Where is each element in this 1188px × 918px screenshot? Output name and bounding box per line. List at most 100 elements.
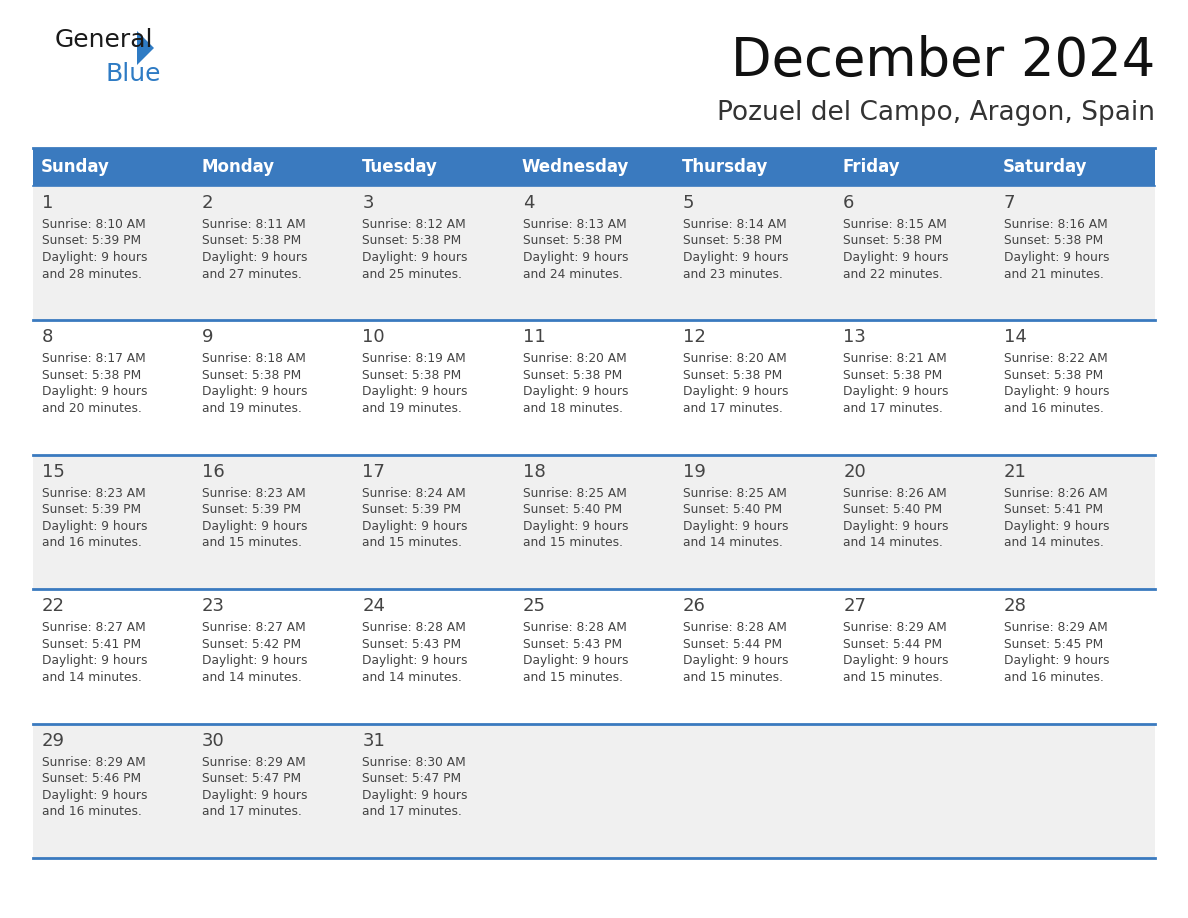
Text: and 28 minutes.: and 28 minutes. (42, 267, 141, 281)
Text: and 15 minutes.: and 15 minutes. (843, 671, 943, 684)
Bar (33, 186, 194, 320)
Text: and 27 minutes.: and 27 minutes. (202, 267, 302, 281)
Text: 15: 15 (42, 463, 64, 481)
Text: and 16 minutes.: and 16 minutes. (1004, 671, 1104, 684)
Text: Daylight: 9 hours: Daylight: 9 hours (42, 251, 147, 264)
Text: 12: 12 (683, 329, 706, 346)
Text: Monday: Monday (201, 158, 274, 176)
Text: and 20 minutes.: and 20 minutes. (42, 402, 141, 415)
Text: Sunset: 5:40 PM: Sunset: 5:40 PM (843, 503, 942, 516)
Text: Sunset: 5:38 PM: Sunset: 5:38 PM (202, 369, 302, 382)
Text: 6: 6 (843, 194, 854, 212)
Bar (194, 320, 354, 454)
Text: Sunset: 5:38 PM: Sunset: 5:38 PM (1004, 234, 1102, 248)
Text: 20: 20 (843, 463, 866, 481)
Text: Daylight: 9 hours: Daylight: 9 hours (362, 520, 468, 532)
Text: Sunrise: 8:25 AM: Sunrise: 8:25 AM (523, 487, 626, 499)
Text: Sunset: 5:47 PM: Sunset: 5:47 PM (362, 772, 461, 785)
Text: Sunset: 5:38 PM: Sunset: 5:38 PM (42, 369, 141, 382)
Text: Daylight: 9 hours: Daylight: 9 hours (683, 251, 789, 264)
Text: 31: 31 (362, 732, 385, 750)
Text: Daylight: 9 hours: Daylight: 9 hours (1004, 386, 1110, 398)
Text: Daylight: 9 hours: Daylight: 9 hours (202, 655, 308, 667)
Text: 27: 27 (843, 598, 866, 615)
Text: Daylight: 9 hours: Daylight: 9 hours (202, 520, 308, 532)
Bar (994, 723, 1155, 858)
Text: Sunrise: 8:15 AM: Sunrise: 8:15 AM (843, 218, 947, 231)
Text: Sunset: 5:41 PM: Sunset: 5:41 PM (1004, 503, 1102, 516)
Text: Sunrise: 8:10 AM: Sunrise: 8:10 AM (42, 218, 146, 231)
Text: Sunrise: 8:27 AM: Sunrise: 8:27 AM (202, 621, 305, 634)
Bar (514, 320, 674, 454)
Text: and 16 minutes.: and 16 minutes. (1004, 402, 1104, 415)
Text: Daylight: 9 hours: Daylight: 9 hours (362, 386, 468, 398)
Text: 13: 13 (843, 329, 866, 346)
Bar (194, 589, 354, 723)
Text: and 15 minutes.: and 15 minutes. (362, 536, 462, 549)
Text: Daylight: 9 hours: Daylight: 9 hours (843, 386, 949, 398)
Text: Sunrise: 8:23 AM: Sunrise: 8:23 AM (202, 487, 305, 499)
Bar (354, 186, 514, 320)
Bar (194, 148, 354, 186)
Text: and 17 minutes.: and 17 minutes. (362, 805, 462, 818)
Text: Daylight: 9 hours: Daylight: 9 hours (1004, 251, 1110, 264)
Text: Daylight: 9 hours: Daylight: 9 hours (523, 386, 628, 398)
Text: Daylight: 9 hours: Daylight: 9 hours (42, 655, 147, 667)
Text: Blue: Blue (105, 62, 160, 86)
Bar (674, 186, 834, 320)
Text: Sunrise: 8:28 AM: Sunrise: 8:28 AM (523, 621, 626, 634)
Bar (33, 320, 194, 454)
Bar (33, 589, 194, 723)
Bar (33, 454, 194, 589)
Text: and 17 minutes.: and 17 minutes. (202, 805, 302, 818)
Text: Sunrise: 8:26 AM: Sunrise: 8:26 AM (843, 487, 947, 499)
Text: Sunset: 5:38 PM: Sunset: 5:38 PM (202, 234, 302, 248)
Text: and 17 minutes.: and 17 minutes. (683, 402, 783, 415)
Text: 28: 28 (1004, 598, 1026, 615)
Text: Saturday: Saturday (1003, 158, 1087, 176)
Polygon shape (137, 31, 154, 65)
Text: Sunset: 5:40 PM: Sunset: 5:40 PM (683, 503, 782, 516)
Bar (834, 589, 994, 723)
Text: and 15 minutes.: and 15 minutes. (202, 536, 302, 549)
Text: Sunrise: 8:23 AM: Sunrise: 8:23 AM (42, 487, 146, 499)
Text: Sunset: 5:38 PM: Sunset: 5:38 PM (523, 234, 623, 248)
Text: and 23 minutes.: and 23 minutes. (683, 267, 783, 281)
Text: Sunrise: 8:13 AM: Sunrise: 8:13 AM (523, 218, 626, 231)
Text: 30: 30 (202, 732, 225, 750)
Text: Sunset: 5:38 PM: Sunset: 5:38 PM (523, 369, 623, 382)
Bar (834, 320, 994, 454)
Text: and 14 minutes.: and 14 minutes. (843, 536, 943, 549)
Text: 24: 24 (362, 598, 385, 615)
Text: Sunset: 5:39 PM: Sunset: 5:39 PM (42, 234, 141, 248)
Text: Daylight: 9 hours: Daylight: 9 hours (523, 520, 628, 532)
Text: and 25 minutes.: and 25 minutes. (362, 267, 462, 281)
Text: Sunrise: 8:26 AM: Sunrise: 8:26 AM (1004, 487, 1107, 499)
Text: Daylight: 9 hours: Daylight: 9 hours (843, 520, 949, 532)
Text: 21: 21 (1004, 463, 1026, 481)
Bar (33, 148, 194, 186)
Text: Sunset: 5:44 PM: Sunset: 5:44 PM (843, 638, 942, 651)
Text: Sunrise: 8:22 AM: Sunrise: 8:22 AM (1004, 353, 1107, 365)
Bar (514, 454, 674, 589)
Text: Sunset: 5:39 PM: Sunset: 5:39 PM (362, 503, 461, 516)
Text: Daylight: 9 hours: Daylight: 9 hours (202, 386, 308, 398)
Text: Daylight: 9 hours: Daylight: 9 hours (202, 251, 308, 264)
Text: Sunset: 5:43 PM: Sunset: 5:43 PM (523, 638, 621, 651)
Text: Daylight: 9 hours: Daylight: 9 hours (202, 789, 308, 801)
Bar (674, 148, 834, 186)
Text: 29: 29 (42, 732, 65, 750)
Bar (514, 723, 674, 858)
Text: and 14 minutes.: and 14 minutes. (362, 671, 462, 684)
Text: and 19 minutes.: and 19 minutes. (202, 402, 302, 415)
Bar (354, 589, 514, 723)
Text: Sunrise: 8:12 AM: Sunrise: 8:12 AM (362, 218, 466, 231)
Text: 19: 19 (683, 463, 706, 481)
Bar (674, 589, 834, 723)
Text: 22: 22 (42, 598, 65, 615)
Bar (194, 454, 354, 589)
Text: 18: 18 (523, 463, 545, 481)
Text: Sunrise: 8:16 AM: Sunrise: 8:16 AM (1004, 218, 1107, 231)
Text: Sunset: 5:38 PM: Sunset: 5:38 PM (683, 369, 782, 382)
Text: Sunrise: 8:29 AM: Sunrise: 8:29 AM (42, 756, 146, 768)
